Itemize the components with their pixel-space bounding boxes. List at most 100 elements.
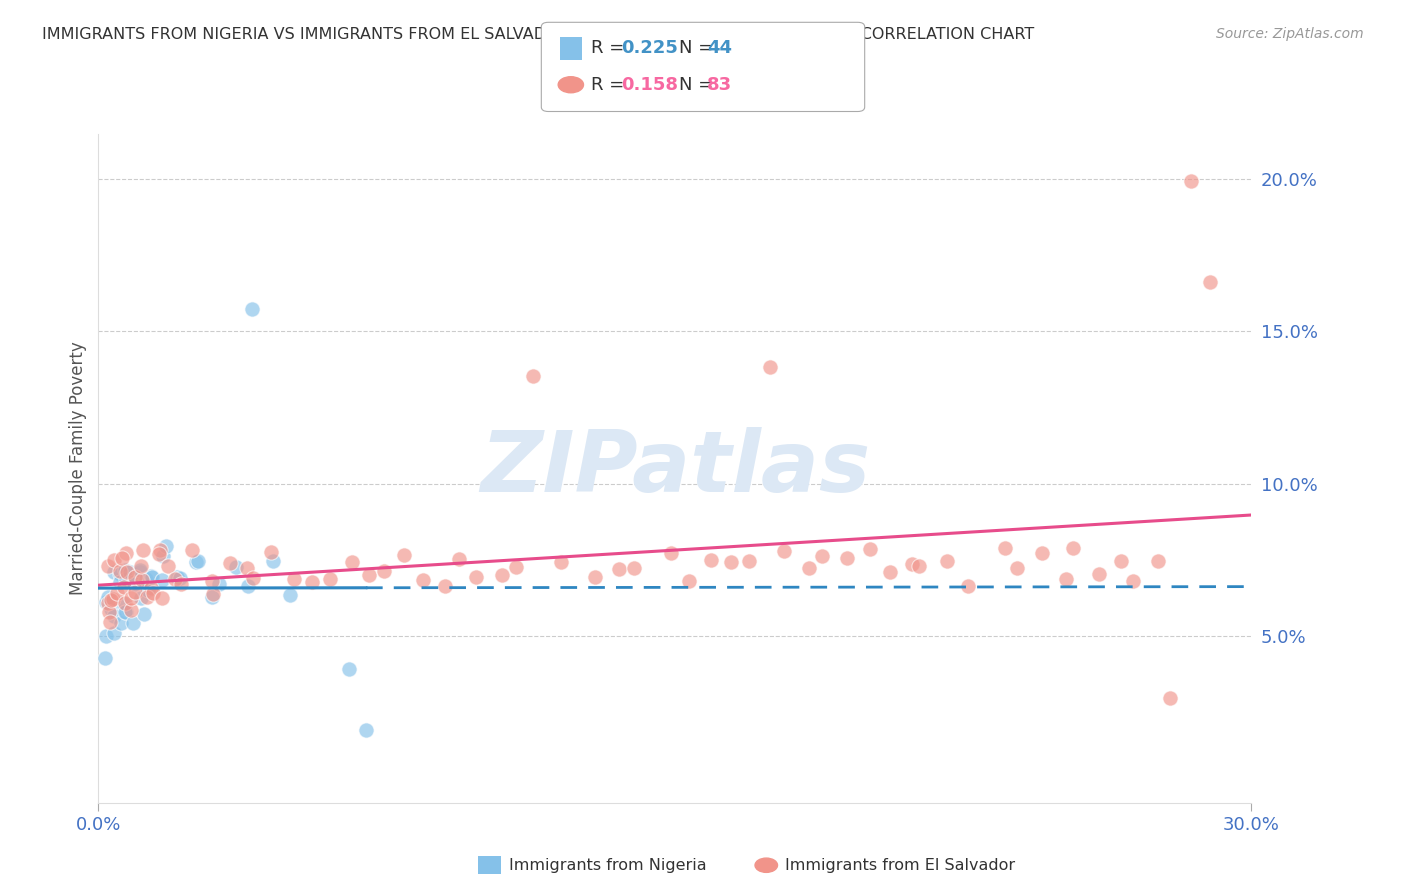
Point bbox=[434, 579, 457, 593]
Point bbox=[117, 565, 139, 579]
Text: N =: N = bbox=[679, 39, 718, 57]
Point bbox=[110, 616, 132, 631]
Point bbox=[1054, 572, 1077, 586]
Point bbox=[132, 542, 155, 557]
Point bbox=[136, 591, 159, 605]
Point bbox=[835, 551, 858, 566]
Point bbox=[124, 585, 146, 599]
Point bbox=[1005, 561, 1028, 575]
Point bbox=[120, 603, 142, 617]
Point bbox=[149, 542, 172, 557]
Point bbox=[98, 615, 121, 629]
Point bbox=[449, 552, 471, 566]
Point bbox=[278, 588, 301, 602]
Point bbox=[994, 541, 1017, 555]
Point bbox=[901, 558, 924, 572]
Point bbox=[759, 359, 782, 374]
Point bbox=[122, 576, 145, 591]
Point bbox=[141, 569, 163, 583]
Point bbox=[201, 587, 224, 601]
Point bbox=[720, 555, 742, 569]
Point bbox=[122, 615, 145, 630]
Point bbox=[1198, 275, 1220, 289]
Point bbox=[129, 559, 152, 574]
Point bbox=[700, 553, 723, 567]
Point bbox=[101, 591, 124, 606]
Point bbox=[114, 596, 136, 610]
Text: ZIPatlas: ZIPatlas bbox=[479, 426, 870, 510]
Point bbox=[142, 586, 165, 600]
Point bbox=[319, 572, 342, 586]
Point bbox=[1146, 554, 1168, 568]
Point bbox=[166, 569, 188, 583]
Point bbox=[373, 565, 395, 579]
Point bbox=[94, 651, 117, 665]
Point bbox=[131, 573, 153, 587]
Point bbox=[394, 548, 416, 562]
Point bbox=[1109, 553, 1132, 567]
Point bbox=[108, 564, 131, 578]
Point bbox=[150, 573, 173, 587]
Point bbox=[129, 591, 152, 605]
Point bbox=[607, 562, 630, 576]
Point bbox=[169, 571, 191, 585]
Point bbox=[134, 607, 156, 621]
Point bbox=[260, 545, 283, 559]
Point bbox=[115, 605, 138, 619]
Text: R =: R = bbox=[591, 76, 630, 94]
Point bbox=[148, 547, 170, 561]
Point bbox=[103, 553, 125, 567]
Point bbox=[412, 573, 434, 587]
Point bbox=[115, 546, 138, 560]
Text: Immigrants from Nigeria: Immigrants from Nigeria bbox=[509, 858, 707, 872]
Point bbox=[240, 302, 263, 317]
Point bbox=[623, 561, 645, 575]
Point bbox=[139, 581, 162, 595]
Point bbox=[799, 561, 821, 575]
Point bbox=[138, 583, 160, 598]
Point bbox=[150, 591, 173, 606]
Point bbox=[201, 574, 224, 588]
Point bbox=[165, 573, 187, 587]
Point bbox=[170, 577, 193, 591]
Point bbox=[103, 566, 125, 580]
Point bbox=[859, 542, 882, 557]
Point bbox=[100, 593, 122, 607]
Y-axis label: Married-Couple Family Poverty: Married-Couple Family Poverty bbox=[69, 342, 87, 595]
Point bbox=[283, 572, 305, 586]
Point bbox=[201, 590, 224, 604]
Point bbox=[157, 559, 180, 574]
Text: Immigrants from El Salvador: Immigrants from El Salvador bbox=[785, 858, 1015, 872]
Point bbox=[935, 554, 957, 568]
Point bbox=[337, 662, 360, 676]
Point bbox=[208, 577, 231, 591]
Point bbox=[810, 549, 832, 563]
Text: 44: 44 bbox=[707, 39, 733, 57]
Point bbox=[111, 596, 134, 610]
Point bbox=[737, 554, 759, 568]
Point bbox=[181, 543, 204, 558]
Point bbox=[225, 559, 247, 574]
Point bbox=[550, 555, 572, 569]
Point bbox=[301, 575, 323, 590]
Point bbox=[135, 573, 157, 587]
Point bbox=[1088, 567, 1111, 582]
Point bbox=[773, 543, 796, 558]
Point bbox=[96, 594, 118, 608]
Point bbox=[357, 568, 380, 582]
Point bbox=[262, 554, 284, 568]
Point bbox=[103, 626, 125, 640]
Point bbox=[103, 609, 125, 624]
Point bbox=[218, 556, 240, 570]
Point bbox=[1062, 541, 1084, 555]
Text: R =: R = bbox=[591, 39, 630, 57]
Point bbox=[141, 570, 163, 584]
Text: N =: N = bbox=[679, 76, 718, 94]
Point bbox=[114, 563, 136, 577]
Point bbox=[236, 579, 259, 593]
Point bbox=[120, 565, 142, 579]
Point bbox=[124, 570, 146, 584]
Point bbox=[112, 580, 135, 594]
Point bbox=[236, 560, 259, 574]
Point bbox=[1159, 691, 1181, 706]
